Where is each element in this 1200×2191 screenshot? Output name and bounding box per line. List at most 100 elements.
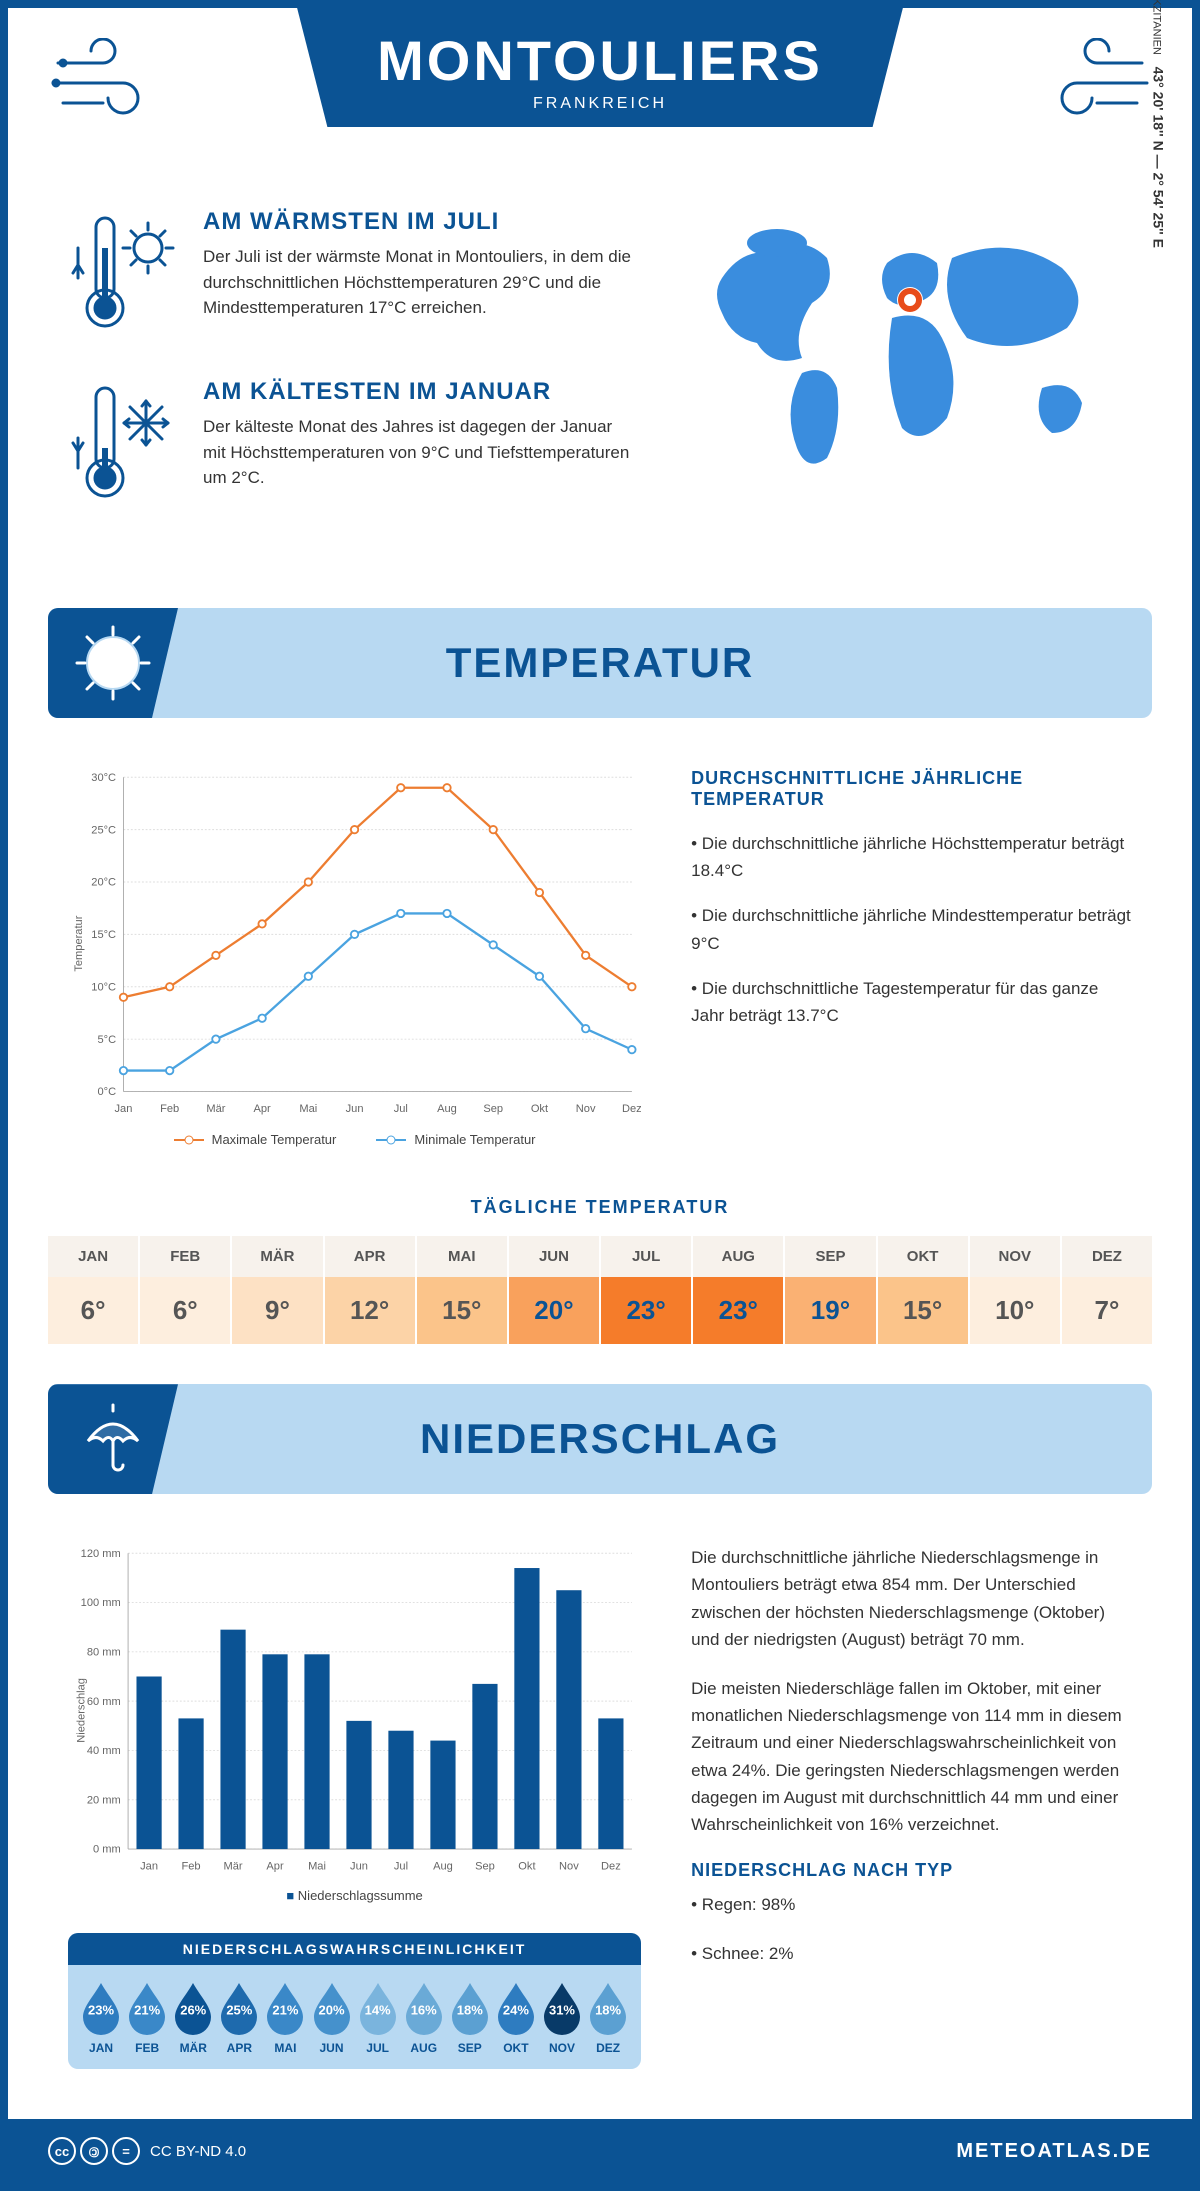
svg-text:Sep: Sep xyxy=(483,1103,503,1115)
header: MONTOULIERS FRANKREICH xyxy=(8,8,1192,208)
probability-cell: 21%MAI xyxy=(262,1979,308,2055)
summary-item: • Die durchschnittliche jährliche Höchst… xyxy=(691,830,1132,884)
svg-text:Niederschlag: Niederschlag xyxy=(76,1678,88,1743)
fact-text: Der Juli ist der wärmste Monat in Montou… xyxy=(203,244,633,321)
title-banner: MONTOULIERS FRANKREICH xyxy=(297,8,903,127)
thermometer-cold-icon xyxy=(68,378,178,513)
chart-legend: Maximale Temperatur Minimale Temperatur xyxy=(68,1132,641,1147)
svg-text:20 mm: 20 mm xyxy=(87,1795,121,1807)
fact-warmest: AM WÄRMSTEN IM JULI Der Juli ist der wär… xyxy=(68,208,652,343)
svg-text:Aug: Aug xyxy=(433,1861,453,1873)
svg-text:Apr: Apr xyxy=(253,1103,271,1115)
probability-cell: 14%JUL xyxy=(355,1979,401,2055)
probability-title: NIEDERSCHLAGSWAHRSCHEINLICHKEIT xyxy=(68,1933,641,1965)
svg-text:0 mm: 0 mm xyxy=(93,1844,121,1856)
svg-text:20°C: 20°C xyxy=(91,877,116,889)
license: cc 🄯 = CC BY-ND 4.0 xyxy=(48,2137,246,2165)
precip-type-title: NIEDERSCHLAG NACH TYP xyxy=(691,1860,1132,1881)
probability-cell: 20%JUN xyxy=(308,1979,354,2055)
probability-cell: 16%AUG xyxy=(401,1979,447,2055)
coordinates: OKZITANIEN 43° 20' 18'' N — 2° 54' 25'' … xyxy=(1150,0,1166,248)
svg-text:Sep: Sep xyxy=(475,1861,495,1873)
cc-icon: cc xyxy=(48,2137,76,2165)
country-name: FRANKREICH xyxy=(377,95,823,113)
daily-cell: JUN20° xyxy=(509,1236,601,1344)
probability-cell: 26%MÄR xyxy=(170,1979,216,2055)
daily-cell: OKT15° xyxy=(878,1236,970,1344)
svg-text:10°C: 10°C xyxy=(91,981,116,993)
svg-text:Jan: Jan xyxy=(140,1861,158,1873)
svg-text:Mai: Mai xyxy=(308,1861,326,1873)
precip-paragraph: Die meisten Niederschläge fallen im Okto… xyxy=(691,1675,1132,1838)
svg-text:15°C: 15°C xyxy=(91,929,116,941)
svg-text:60 mm: 60 mm xyxy=(87,1696,121,1708)
daily-cell: NOV10° xyxy=(970,1236,1062,1344)
daily-temp-table: JAN6°FEB6°MÄR9°APR12°MAI15°JUN20°JUL23°A… xyxy=(48,1236,1152,1344)
svg-text:Feb: Feb xyxy=(160,1103,179,1115)
summary-item: • Die durchschnittliche Tagestemperatur … xyxy=(691,975,1132,1029)
svg-text:Dez: Dez xyxy=(622,1103,641,1115)
svg-text:Aug: Aug xyxy=(437,1103,457,1115)
svg-text:30°C: 30°C xyxy=(91,772,116,784)
svg-text:Feb: Feb xyxy=(182,1861,201,1873)
precipitation-chart: 0 mm 20 mm 40 mm 60 mm 80 mm 100 mm 120 mm Nied… xyxy=(68,1544,641,1903)
sun-icon xyxy=(48,608,178,718)
probability-cell: 25%APR xyxy=(216,1979,262,2055)
probability-cell: 31%NOV xyxy=(539,1979,585,2055)
svg-text:Okt: Okt xyxy=(531,1103,548,1115)
svg-text:25°C: 25°C xyxy=(91,824,116,836)
svg-text:120 mm: 120 mm xyxy=(81,1548,121,1560)
precip-paragraph: Die durchschnittliche jährliche Niedersc… xyxy=(691,1544,1132,1653)
wind-icon xyxy=(1032,38,1152,133)
daily-cell: JAN6° xyxy=(48,1236,140,1344)
by-icon: 🄯 xyxy=(80,2137,108,2165)
svg-text:Nov: Nov xyxy=(559,1861,579,1873)
daily-cell: AUG23° xyxy=(693,1236,785,1344)
probability-cell: 23%JAN xyxy=(78,1979,124,2055)
probability-cell: 24%OKT xyxy=(493,1979,539,2055)
svg-text:40 mm: 40 mm xyxy=(87,1745,121,1757)
probability-cell: 21%FEB xyxy=(124,1979,170,2055)
daily-cell: JUL23° xyxy=(601,1236,693,1344)
svg-text:100 mm: 100 mm xyxy=(81,1598,121,1610)
precip-type-item: • Schnee: 2% xyxy=(691,1940,1132,1967)
svg-text:Jul: Jul xyxy=(394,1861,408,1873)
daily-temp-title: TÄGLICHE TEMPERATUR xyxy=(8,1197,1192,1218)
svg-text:80 mm: 80 mm xyxy=(87,1647,121,1659)
section-precipitation: NIEDERSCHLAG xyxy=(48,1384,1152,1494)
fact-coldest: AM KÄLTESTEN IM JANUAR Der kälteste Mona… xyxy=(68,378,652,513)
svg-text:Jun: Jun xyxy=(350,1861,368,1873)
fact-title: AM KÄLTESTEN IM JANUAR xyxy=(203,378,633,406)
svg-text:Jun: Jun xyxy=(346,1103,364,1115)
daily-cell: APR12° xyxy=(325,1236,417,1344)
svg-text:Temperatur: Temperatur xyxy=(73,915,85,971)
section-temperature: TEMPERATUR xyxy=(48,608,1152,718)
umbrella-icon xyxy=(48,1384,178,1494)
section-title: TEMPERATUR xyxy=(446,639,755,687)
wind-icon xyxy=(48,38,168,133)
section-title: NIEDERSCHLAG xyxy=(420,1415,780,1463)
world-map: OKZITANIEN 43° 20' 18'' N — 2° 54' 25'' … xyxy=(692,208,1132,548)
fact-text: Der kälteste Monat des Jahres ist dagege… xyxy=(203,414,633,491)
daily-cell: SEP19° xyxy=(785,1236,877,1344)
summary-item: • Die durchschnittliche jährliche Mindes… xyxy=(691,902,1132,956)
probability-table: NIEDERSCHLAGSWAHRSCHEINLICHKEIT 23%JAN21… xyxy=(68,1933,641,2069)
summary-title: DURCHSCHNITTLICHE JÄHRLICHE TEMPERATUR xyxy=(691,768,1132,810)
city-name: MONTOULIERS xyxy=(377,28,823,93)
probability-cell: 18%SEP xyxy=(447,1979,493,2055)
site-name: METEOATLAS.DE xyxy=(956,2140,1152,2163)
svg-text:Apr: Apr xyxy=(266,1861,284,1873)
svg-text:Dez: Dez xyxy=(601,1861,621,1873)
probability-cell: 18%DEZ xyxy=(585,1979,631,2055)
temperature-chart: 0°C5°C10°C15°C20°C25°C30°CJanFebMärAprMa… xyxy=(68,768,641,1147)
svg-text:Mai: Mai xyxy=(299,1103,317,1115)
svg-text:Mär: Mär xyxy=(223,1861,242,1873)
daily-cell: FEB6° xyxy=(140,1236,232,1344)
svg-text:Jul: Jul xyxy=(394,1103,408,1115)
nd-icon: = xyxy=(112,2137,140,2165)
svg-text:Okt: Okt xyxy=(518,1861,535,1873)
footer: cc 🄯 = CC BY-ND 4.0 METEOATLAS.DE xyxy=(8,2119,1192,2183)
daily-cell: MÄR9° xyxy=(232,1236,324,1344)
svg-text:0°C: 0°C xyxy=(97,1086,116,1098)
precip-type-item: • Regen: 98% xyxy=(691,1891,1132,1918)
